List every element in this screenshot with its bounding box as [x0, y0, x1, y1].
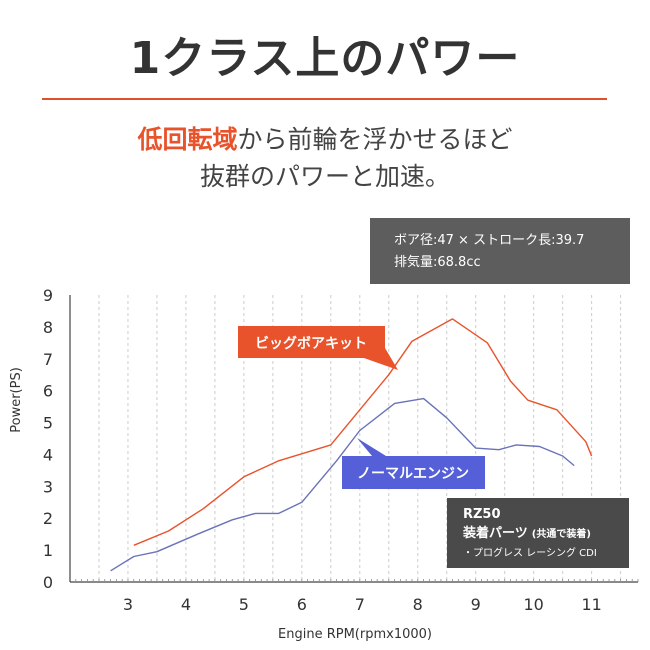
- x-tick-label: 10: [523, 595, 543, 614]
- x-tick-label: 9: [471, 595, 481, 614]
- info-model: RZ50: [463, 507, 501, 522]
- y-tick-label: 3: [43, 477, 53, 496]
- normal-series-line: [110, 397, 575, 572]
- normal-callout: ノーマルエンジン: [342, 438, 485, 489]
- x-tick-label: 3: [123, 595, 133, 614]
- y-tick-label: 1: [43, 541, 53, 560]
- x-tick-labels: 3 4 5 6 7 8 9 10 11: [123, 595, 602, 614]
- y-axis-label: Power(PS): [9, 367, 24, 433]
- y-tick-label: 2: [43, 509, 53, 528]
- x-axis-label: Engine RPM(rpmx1000): [278, 627, 432, 642]
- normal-callout-label: ノーマルエンジン: [357, 466, 469, 482]
- info-parts-label: 装着パーツ: [462, 525, 528, 541]
- title-divider: [42, 98, 607, 100]
- y-tick-label: 0: [43, 573, 53, 592]
- subtitle-rest: から前輪を浮かせるほど: [237, 125, 513, 154]
- x-tick-label: 8: [413, 595, 423, 614]
- info-part-item: ・プログレス レーシング CDI: [463, 546, 597, 559]
- x-tick-label: 11: [581, 595, 601, 614]
- y-tick-label: 9: [43, 286, 53, 305]
- x-tick-label: 7: [355, 595, 365, 614]
- info-box-bg: [447, 498, 629, 568]
- y-tick-label: 8: [43, 318, 53, 337]
- spec-box: ボア径:47 × ストローク長:39.7 排気量:68.8cc: [370, 218, 630, 284]
- info-parts-line: 装着パーツ (共通で装着): [462, 525, 591, 541]
- y-tick-label: 4: [43, 445, 53, 464]
- subtitle-line-1: 低回転域から前輪を浮かせるほど: [0, 120, 650, 156]
- y-tick-label: 7: [43, 350, 53, 369]
- page-title: 1クラス上のパワー: [129, 33, 521, 84]
- big-bore-series-line: [133, 318, 593, 546]
- x-tick-label: 6: [297, 595, 307, 614]
- normal-callout-shape: [342, 438, 485, 489]
- y-tick-label: 6: [43, 382, 53, 401]
- power-chart: 0 1 2 3 4 5 6 7 8 9 3 4 5 6 7 8 9 10 11 Power(PS) Engine …: [9, 286, 639, 642]
- big-bore-callout-label: ビッグボアキット: [255, 335, 367, 352]
- spec-bore-stroke: ボア径:47 × ストローク長:39.7: [394, 233, 585, 248]
- x-tick-label: 4: [181, 595, 191, 614]
- info-box: RZ50 装着パーツ (共通で装着) ・プログレス レーシング CDI: [447, 498, 629, 568]
- x-tick-label: 5: [239, 595, 249, 614]
- info-parts-note: (共通で装着): [532, 527, 591, 540]
- y-tick-labels: 0 1 2 3 4 5 6 7 8 9: [43, 286, 53, 592]
- x-minor-ticks: [75, 579, 639, 582]
- spec-displacement: 排気量:68.8cc: [394, 255, 481, 270]
- big-bore-callout-shape: [238, 326, 398, 370]
- subtitle-line-2: 抜群のパワーと加速。: [199, 162, 450, 191]
- big-bore-callout: ビッグボアキット: [238, 326, 398, 370]
- subtitle-highlight: 低回転域: [137, 125, 238, 154]
- y-tick-label: 5: [43, 414, 53, 433]
